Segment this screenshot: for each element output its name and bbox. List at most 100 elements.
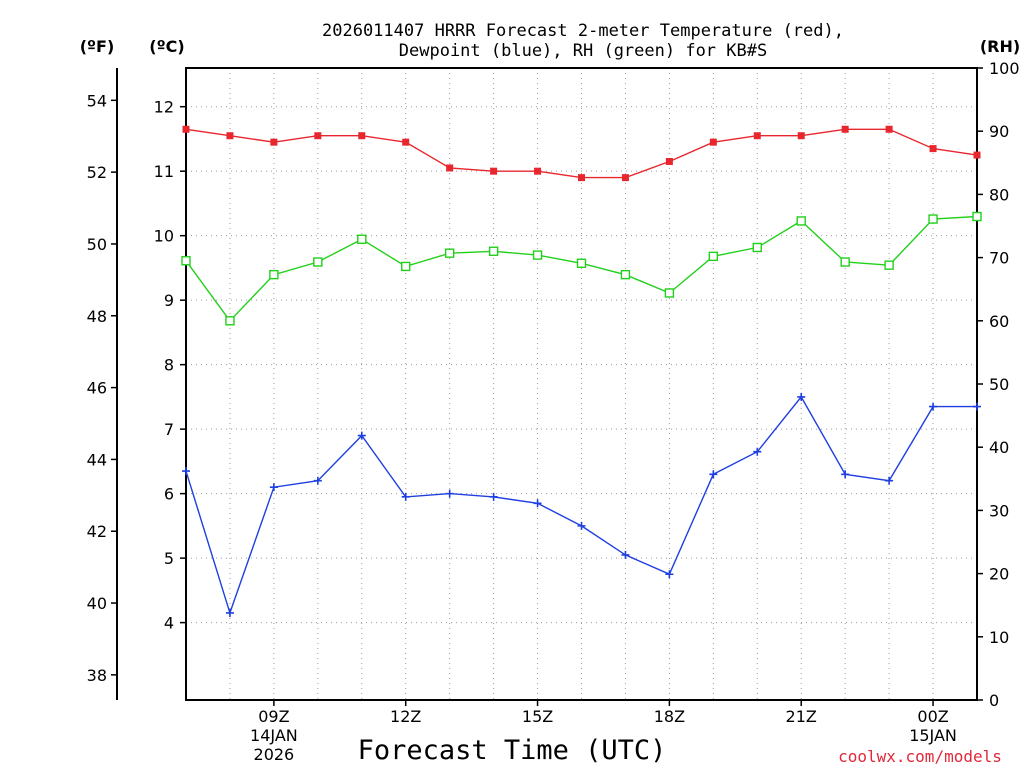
rh-point-21 <box>796 216 806 226</box>
dewpoint-point-19 <box>709 470 718 479</box>
c-tick-label-5: 5 <box>164 549 174 568</box>
2-meter-temperature-point-25 <box>973 151 981 159</box>
rh-tick-label-100: 100 <box>989 59 1020 78</box>
dewpoint-point-17 <box>621 550 630 559</box>
rh-point-7 <box>181 256 191 266</box>
2-meter-temperature-point-24 <box>929 145 937 153</box>
dewpoint-point-12 <box>401 492 410 501</box>
rh-point-10 <box>313 257 323 267</box>
dewpoint-point-8 <box>225 608 234 617</box>
rh-tick-label-40: 40 <box>989 438 1009 457</box>
rh-tick-label-70: 70 <box>989 249 1009 268</box>
rh-point-24 <box>928 214 938 224</box>
dewpoint-point-7 <box>182 467 190 476</box>
chart-title-line1: 2026011407 HRRR Forecast 2-meter Tempera… <box>322 21 844 41</box>
x-axis-label: Forecast Time (UTC) <box>358 735 667 766</box>
dewpoint-point-21 <box>797 392 806 401</box>
dewpoint-point-20 <box>753 447 762 456</box>
series-dewpoint <box>182 392 981 617</box>
dewpoint-point-13 <box>445 489 454 498</box>
c-tick-label-4: 4 <box>164 614 174 633</box>
credit-text: coolwx.com/models <box>838 747 1002 766</box>
x-tick-label-00Z: 00Z <box>917 707 948 726</box>
rh-point-14 <box>488 246 499 256</box>
dewpoint-point-25 <box>973 402 981 411</box>
rh-tick-label-0: 0 <box>989 691 999 710</box>
series-2-meter-temperature <box>182 125 981 182</box>
rh-point-13 <box>444 248 455 258</box>
dewpoint-point-11 <box>357 431 366 440</box>
rh-unit-label: (RH) <box>980 37 1020 56</box>
f-tick-label-46: 46 <box>87 379 107 398</box>
2-meter-temperature-point-15 <box>534 167 542 175</box>
2-meter-temperature-point-8 <box>226 132 234 140</box>
f-tick-label-50: 50 <box>87 235 107 254</box>
rh-tick-label-10: 10 <box>989 628 1009 647</box>
rh-point-23 <box>884 260 894 270</box>
x-tick-label-12Z: 12Z <box>390 707 421 726</box>
f-tick-label-52: 52 <box>87 163 107 182</box>
rh-point-22 <box>840 257 850 267</box>
rh-point-19 <box>708 251 719 262</box>
series-rh <box>181 211 982 326</box>
x-year-label-2026: 2026 <box>254 745 295 764</box>
2-meter-temperature-point-14 <box>490 167 498 175</box>
f-tick-label-40: 40 <box>87 594 107 613</box>
dewpoint-point-16 <box>577 521 586 530</box>
2-meter-temperature-point-22 <box>841 125 849 133</box>
dewpoint-point-23 <box>885 476 894 485</box>
rh-point-16 <box>576 258 587 268</box>
2-meter-temperature-point-7 <box>182 125 190 133</box>
c-tick-label-11: 11 <box>154 162 174 181</box>
x-date-label-15JAN: 15JAN <box>909 726 957 745</box>
dewpoint-point-15 <box>533 499 542 508</box>
2-meter-temperature-point-11 <box>358 132 366 140</box>
2-meter-temperature-point-12 <box>402 138 410 146</box>
rh-point-18 <box>664 288 675 298</box>
f-tick-label-42: 42 <box>87 522 107 541</box>
data-series <box>181 125 982 617</box>
c-tick-label-10: 10 <box>154 227 174 246</box>
rh-point-25 <box>972 211 982 222</box>
rh-point-17 <box>620 269 631 280</box>
rh-tick-label-20: 20 <box>989 565 1009 584</box>
rh-tick-label-60: 60 <box>989 312 1009 331</box>
2-meter-temperature-point-18 <box>665 158 673 166</box>
c-tick-label-7: 7 <box>164 420 174 439</box>
2-meter-temperature-point-20 <box>753 132 761 140</box>
2-meter-temperature-point-17 <box>621 174 629 182</box>
f-tick-label-54: 54 <box>87 91 107 110</box>
2-meter-temperature-point-19 <box>709 138 717 146</box>
chart-title-line2: Dewpoint (blue), RH (green) for KB#S <box>399 41 767 61</box>
f-tick-label-48: 48 <box>87 307 107 326</box>
c-tick-label-9: 9 <box>164 291 174 310</box>
x-tick-label-21Z: 21Z <box>786 707 817 726</box>
f-tick-label-44: 44 <box>87 450 107 469</box>
rh-point-8 <box>225 316 235 326</box>
dewpoint-point-14 <box>489 492 498 501</box>
dewpoint-point-22 <box>841 470 850 479</box>
2-meter-temperature-point-16 <box>578 174 585 182</box>
2-meter-temperature-point-13 <box>446 164 454 172</box>
rh-tick-label-30: 30 <box>989 501 1009 520</box>
rh-tick-label-50: 50 <box>989 375 1009 394</box>
dewpoint-point-24 <box>929 402 938 411</box>
rh-point-11 <box>357 234 367 244</box>
rh-point-20 <box>752 242 762 253</box>
axes: 38 40 42 44 46 48 50 52 54 4 5 6 7 8 9 10 11 12 0 10 20 30 40 5… <box>87 59 1020 764</box>
x-tick-label-15Z: 15Z <box>522 707 553 726</box>
c-tick-label-12: 12 <box>154 98 174 117</box>
rh-point-15 <box>532 250 543 260</box>
rh-tick-label-90: 90 <box>989 122 1009 141</box>
x-tick-label-18Z: 18Z <box>654 707 685 726</box>
gridlines <box>186 68 977 700</box>
dewpoint-point-10 <box>313 476 322 485</box>
dewpoint-point-9 <box>269 483 278 492</box>
rh-tick-label-80: 80 <box>989 185 1009 204</box>
x-tick-label-09Z: 09Z <box>258 707 289 726</box>
rh-point-9 <box>269 269 279 280</box>
c-tick-label-6: 6 <box>164 485 174 504</box>
2-meter-temperature-point-23 <box>885 125 893 133</box>
2-meter-temperature-point-9 <box>270 138 278 146</box>
